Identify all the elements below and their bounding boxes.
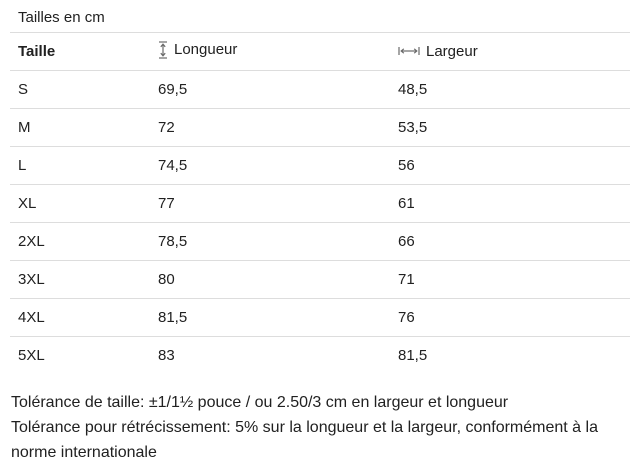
width-cell: 53,5 <box>398 119 428 136</box>
size-cell: 2XL <box>18 233 45 250</box>
width-cell: 71 <box>398 271 415 288</box>
size-chart-section: Tailles en cm Taille <box>10 6 630 465</box>
vertical-measure-icon <box>158 40 168 59</box>
length-cell: 80 <box>158 271 175 288</box>
tolerance-notes: Tolérance de taille: ±1/1½ pouce / ou 2.… <box>10 390 630 465</box>
table-row: 5XL 83 81,5 <box>10 337 630 375</box>
column-header-longueur: Longueur <box>150 33 390 71</box>
column-header-taille: Taille <box>18 43 56 60</box>
table-row: S 69,5 48,5 <box>10 71 630 109</box>
length-cell: 83 <box>158 347 175 365</box>
table-row: L 74,5 56 <box>10 147 630 185</box>
horizontal-measure-icon <box>398 46 420 56</box>
width-cell: 66 <box>398 233 415 250</box>
size-cell: 4XL <box>18 309 45 326</box>
table-row: XL 77 61 <box>10 185 630 223</box>
size-table: Taille Longueur <box>10 32 630 375</box>
width-cell: 48,5 <box>398 81 428 98</box>
size-cell: XL <box>18 195 37 212</box>
length-cell: 77 <box>158 195 175 212</box>
column-header-largeur-label: Largeur <box>426 42 478 60</box>
table-header-row: Taille Longueur <box>10 33 630 71</box>
table-row: 2XL 78,5 66 <box>10 223 630 261</box>
size-cell: 3XL <box>18 271 45 288</box>
column-header-longueur-label: Longueur <box>174 41 238 58</box>
width-cell: 76 <box>398 309 415 326</box>
table-row: 3XL 80 71 <box>10 261 630 299</box>
size-cell: M <box>18 119 31 136</box>
width-cell: 61 <box>398 195 415 212</box>
table-row: M 72 53,5 <box>10 109 630 147</box>
size-cell: L <box>18 157 27 174</box>
length-cell: 81,5 <box>158 309 188 326</box>
tolerance-note-size: Tolérance de taille: ±1/1½ pouce / ou 2.… <box>11 393 509 411</box>
width-cell: 81,5 <box>398 347 428 365</box>
length-cell: 72 <box>158 119 175 136</box>
column-header-largeur: Largeur <box>390 33 630 71</box>
size-cell: S <box>18 81 29 98</box>
width-cell: 56 <box>398 157 415 174</box>
page-title: Tailles en cm <box>18 9 105 26</box>
size-cell: 5XL <box>18 347 45 365</box>
tolerance-note-shrinkage: Tolérance pour rétrécissement: 5% sur la… <box>11 418 598 461</box>
table-row: 4XL 81,5 76 <box>10 299 630 337</box>
length-cell: 69,5 <box>158 81 188 98</box>
length-cell: 78,5 <box>158 233 188 250</box>
length-cell: 74,5 <box>158 157 188 174</box>
